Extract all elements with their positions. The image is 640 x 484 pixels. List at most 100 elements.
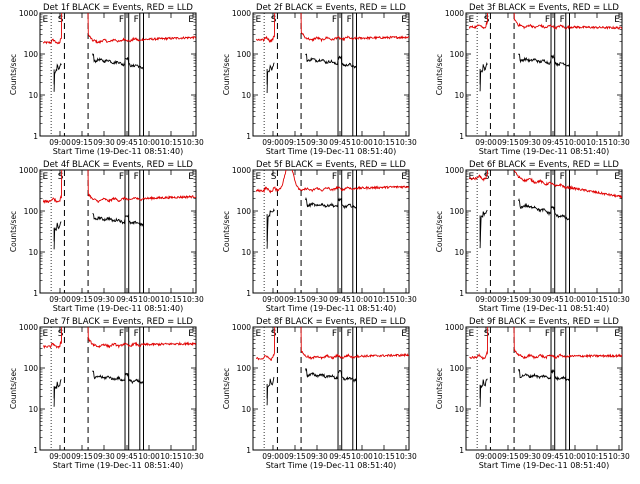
x-tick-label: 10:15 xyxy=(160,452,182,461)
x-axis-label: Start Time (19-Dec-11 08:51:40) xyxy=(53,461,184,470)
panel-7: Det 7f BLACK = Events, RED = LLD 1 10 100 10… xyxy=(9,317,204,470)
lld-series-line xyxy=(255,327,409,361)
y-tick-label: 1 xyxy=(459,446,464,455)
y-tick-label: 1000 xyxy=(232,9,251,18)
marker-label-e2: E xyxy=(614,172,620,182)
x-axis-label: Start Time (19-Dec-11 08:51:40) xyxy=(266,461,397,470)
marker-label-f: F xyxy=(119,15,124,25)
x-tick-label: 10:15 xyxy=(586,138,608,147)
x-tick-label: 09:30 xyxy=(519,138,541,147)
events-series-line xyxy=(518,53,570,67)
lld-series-line xyxy=(42,13,196,45)
y-tick-label: 10 xyxy=(241,91,251,100)
y-tick-label: 1 xyxy=(33,289,38,298)
x-tick-label: 09:00 xyxy=(262,452,284,461)
x-tick-label: 09:30 xyxy=(93,138,115,147)
marker-label-s: S xyxy=(58,172,64,182)
x-tick-label: 10:00 xyxy=(138,295,160,304)
events-series-line xyxy=(479,378,488,407)
events-series-line xyxy=(53,379,62,407)
y-axis-label: Counts/sec xyxy=(222,211,231,252)
marker-label-e: E xyxy=(468,329,474,339)
marker-label-e2: E xyxy=(401,329,407,339)
y-tick-label: 100 xyxy=(450,207,465,216)
x-tick-label: 10:15 xyxy=(586,295,608,304)
x-tick-label: 10:30 xyxy=(608,295,630,304)
panel-8: Det 8f BLACK = Events, RED = LLD 1 10 100 10… xyxy=(222,317,417,470)
marker-label-e2: E xyxy=(401,15,407,25)
marker-label-e: E xyxy=(42,329,48,339)
x-tick-label: 09:15 xyxy=(284,295,306,304)
x-axis-label: Start Time (19-Dec-11 08:51:40) xyxy=(53,147,184,156)
x-tick-label: 10:30 xyxy=(608,138,630,147)
x-tick-label: 09:30 xyxy=(306,295,328,304)
x-tick-label: 09:00 xyxy=(262,138,284,147)
lld-series-line xyxy=(469,327,622,360)
y-tick-label: 1000 xyxy=(445,166,464,175)
marker-label-f2: F xyxy=(347,329,352,339)
marker-label-s: S xyxy=(58,15,64,25)
x-tick-label: 10:15 xyxy=(373,452,395,461)
marker-label-f2: F xyxy=(134,15,139,25)
y-axis-label: Counts/sec xyxy=(9,54,18,95)
marker-label-s: S xyxy=(484,15,490,25)
marker-label-f2: F xyxy=(134,329,139,339)
events-series-line xyxy=(92,53,144,70)
y-axis-label: Counts/sec xyxy=(222,54,231,95)
panel-title: Det 4f BLACK = Events, RED = LLD xyxy=(43,160,193,170)
y-tick-label: 1 xyxy=(246,132,251,141)
panel-2: Det 2f BLACK = Events, RED = LLD 1 10 100 10… xyxy=(222,3,417,156)
marker-label-f2: F xyxy=(347,15,352,25)
data-lines xyxy=(255,170,409,249)
marker-label-f: F xyxy=(332,172,337,182)
marker-label-e2: E xyxy=(188,15,194,25)
x-tick-label: 10:30 xyxy=(182,138,204,147)
x-tick-label: 09:15 xyxy=(284,452,306,461)
x-tick-label: 09:45 xyxy=(329,452,351,461)
x-tick-label: 09:15 xyxy=(284,138,306,147)
y-tick-label: 10 xyxy=(454,405,464,414)
plot-frame xyxy=(465,169,623,294)
marker-label-e2: E xyxy=(188,329,194,339)
events-series-line xyxy=(266,207,275,249)
x-tick-label: 09:45 xyxy=(329,138,351,147)
x-tick-label: 09:45 xyxy=(542,138,564,147)
panel-title: Det 3f BLACK = Events, RED = LLD xyxy=(469,3,619,13)
marker-label-f2: F xyxy=(560,172,565,182)
x-tick-label: 10:00 xyxy=(564,295,586,304)
y-tick-label: 100 xyxy=(237,364,252,373)
y-tick-label: 1 xyxy=(459,132,464,141)
y-tick-label: 100 xyxy=(24,50,39,59)
marker-label-e: E xyxy=(255,15,261,25)
marker-label-s: S xyxy=(271,172,277,182)
lld-series-line xyxy=(42,327,196,350)
plot-frame xyxy=(465,326,623,451)
marker-label-s: S xyxy=(484,172,490,182)
marker-label-e2: E xyxy=(401,172,407,182)
y-axis-label: Counts/sec xyxy=(435,211,444,252)
events-series-line xyxy=(53,221,62,250)
y-tick-label: 100 xyxy=(450,364,465,373)
x-axis-label: Start Time (19-Dec-11 08:51:40) xyxy=(266,147,397,156)
marker-label-e: E xyxy=(42,15,48,25)
x-tick-label: 09:00 xyxy=(49,452,71,461)
data-lines xyxy=(469,327,622,407)
x-axis-label: Start Time (19-Dec-11 08:51:40) xyxy=(53,304,184,313)
panel-title: Det 6f BLACK = Events, RED = LLD xyxy=(469,160,619,170)
x-axis-label: Start Time (19-Dec-11 08:51:40) xyxy=(479,461,610,470)
marker-label-e2: E xyxy=(188,172,194,182)
x-tick-label: 09:45 xyxy=(116,295,138,304)
lld-series-line xyxy=(42,170,196,204)
y-tick-label: 100 xyxy=(24,364,39,373)
panel-1: Det 1f BLACK = Events, RED = LLD 1 10 100 10… xyxy=(9,3,204,156)
x-tick-label: 09:45 xyxy=(542,452,564,461)
marker-label-e: E xyxy=(468,15,474,25)
y-tick-label: 1 xyxy=(246,289,251,298)
x-tick-label: 10:30 xyxy=(395,452,417,461)
marker-label-e: E xyxy=(255,172,261,182)
marker-label-e: E xyxy=(255,329,261,339)
marker-label-f2: F xyxy=(560,15,565,25)
data-lines xyxy=(42,170,196,250)
marker-label-f2: F xyxy=(560,329,565,339)
